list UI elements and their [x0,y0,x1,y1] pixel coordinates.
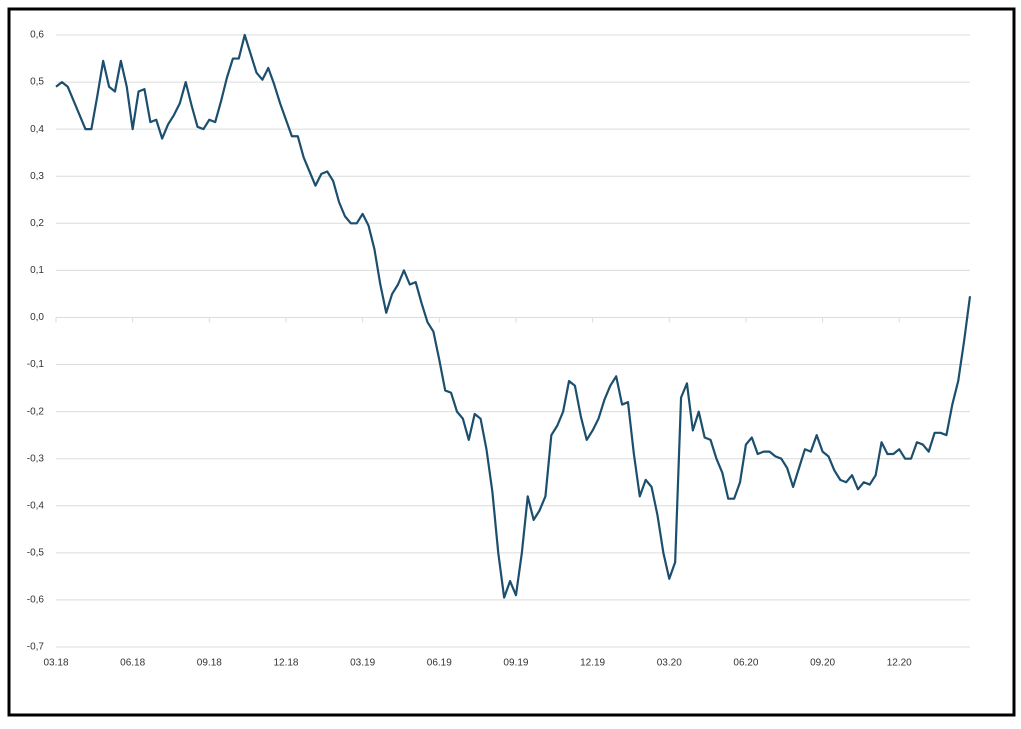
y-tick-label: -0,6 [27,595,45,606]
y-tick-label: -0,2 [27,406,45,417]
x-tick-label: 06.20 [733,658,758,669]
frame [7,7,1016,717]
x-tick-label: 03.19 [350,658,375,669]
y-tick-label: 0,3 [30,171,44,182]
y-tick-label: -0,5 [27,547,45,558]
x-tick-label: 03.20 [657,658,682,669]
y-tick-label: 0,2 [30,218,44,229]
y-tick-label: 0,0 [30,312,44,323]
x-tick-label: 12.18 [273,658,298,669]
x-tick-label: 12.19 [580,658,605,669]
y-tick-label: 0,5 [30,77,44,88]
y-tick-label: -0,7 [27,642,45,653]
y-tick-label: -0,1 [27,359,45,370]
x-tick-label: 06.18 [120,658,145,669]
x-tick-label: 06.19 [427,658,452,669]
x-tick-label: 09.20 [810,658,835,669]
y-tick-label: -0,3 [27,453,45,464]
x-tick-label: 09.19 [503,658,528,669]
y-tick-label: 0,4 [30,124,44,135]
y-tick-label: 0,1 [30,265,44,276]
y-tick-label: -0,4 [27,500,45,511]
x-tick-label: 12.20 [887,658,912,669]
x-tick-label: 09.18 [197,658,222,669]
data-line [55,33,972,599]
y-tick-label: 0,6 [30,30,44,41]
x-tick-label: 03.18 [43,658,68,669]
